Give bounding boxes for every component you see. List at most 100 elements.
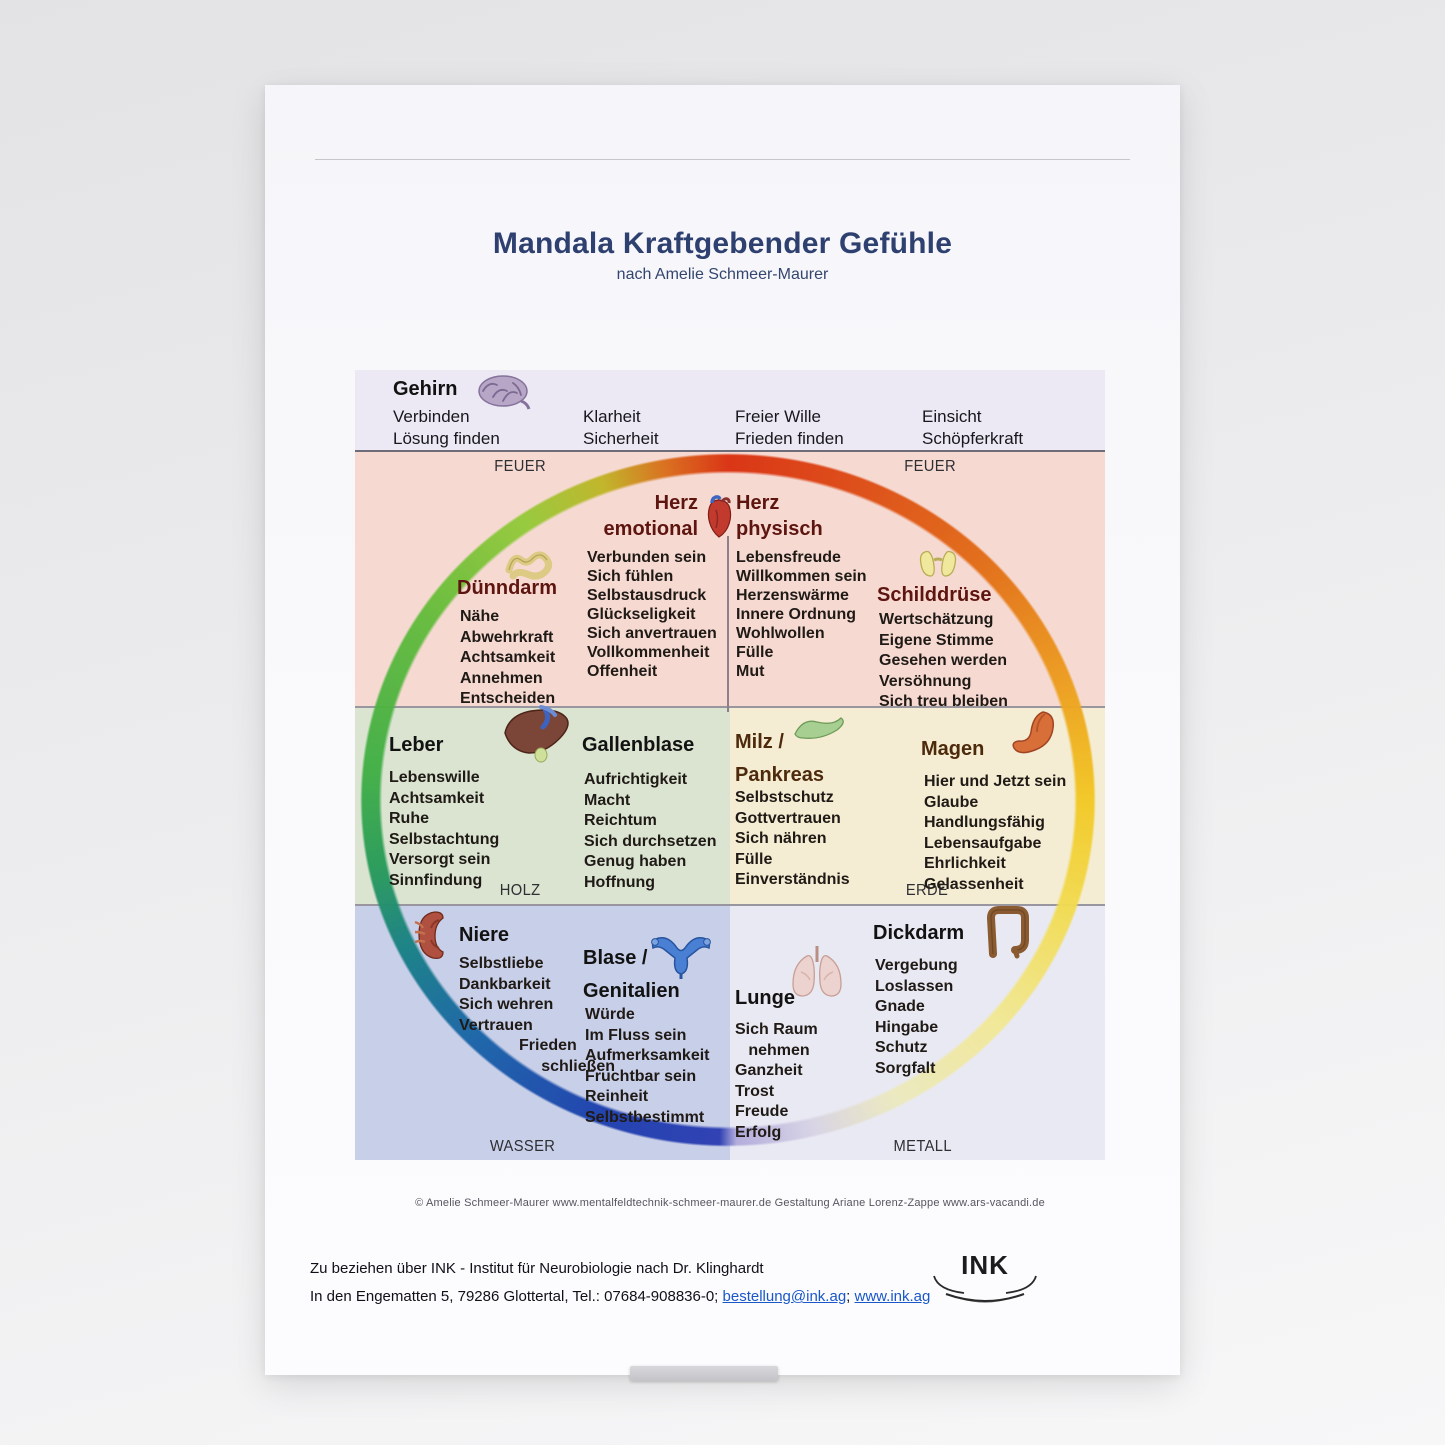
list-item: Gelassenheit [924,875,1024,893]
section-title-blase-genitalien: Blase / Genitalien [583,947,680,1002]
ink-logo-text: INK [961,1250,1009,1280]
section-title-dickdarm: Dickdarm [873,922,965,944]
schilddruese-list: Wertschätzung Eigene Stimme Gesehen werden… [879,610,1008,713]
list-item: Verbunden sein [587,549,707,566]
list-item: Lebensfreude [736,549,841,566]
footer-line2-prefix: In den Engematten 5, 79286 Glottertal, T… [310,1288,723,1305]
footer-line2: In den Engematten 5, 79286 Glottertal, T… [310,1283,950,1311]
pancreas-icon [791,710,849,744]
list-item: Fruchtbar sein [585,1067,697,1085]
list-item: Trost [735,1082,775,1100]
footer-separator: ; [846,1288,855,1305]
section-title-schilddruese: Schilddrüse [877,584,992,606]
list-item: Vergebung [875,957,958,974]
list-item: Glaube [924,793,979,811]
list-item: Handlungsfähig [924,814,1045,831]
herz-column-divider [727,536,729,712]
brain-icon [477,373,533,411]
element-label-holz: HOLZ [499,882,541,899]
list-item: Erfolg [735,1123,782,1141]
colon-icon [981,902,1029,960]
element-label-metall: METALL [893,1138,952,1155]
list-item: Sich treu bleiben [879,693,1008,710]
list-item: Selbstausdruck [587,587,707,604]
section-title-lunge: Lunge [735,987,795,1009]
heart-icon [702,494,736,540]
section-title-herz-physisch: Herz physisch [736,492,823,540]
list-item: Vertrauen [459,1016,533,1034]
section-title-magen: Magen [921,738,985,760]
copyright-line: © Amelie Schmeer-Maurer www.mentalfeldte… [415,1197,1045,1209]
list-item: Selbstachtung [389,830,500,848]
list-item: Hoffnung [584,873,656,891]
gehirn-feelings-col2: Klarheit Sicherheit [583,407,659,448]
list-item: Sich wehren [459,996,554,1013]
liver-icon [501,703,575,763]
thyroid-icon [917,548,959,580]
list-item: Wohlwollen [736,625,825,642]
footer-line1: Zu beziehen über INK - Institut für Neur… [310,1260,764,1277]
gehirn-band [355,370,1105,452]
list-item: Selbstschutz [735,789,834,806]
section-title-milz-pankreas: Milz / Pankreas [735,731,824,786]
list-item: Schutz [875,1039,928,1056]
email-link[interactable]: bestellung@ink.ag [722,1288,847,1305]
list-item: Gottvertrauen [735,809,841,827]
list-item: Frieden schließen [519,1037,616,1075]
mandala-chart: Gehirn Verbinden Lösung finden Klarheit … [355,370,1105,1160]
element-label-erde: ERDE [905,882,949,899]
gallenblase-list: Aufrichtigkeit Macht Reichtum Sich durchset… [584,770,716,893]
list-item: Abwehrkraft [460,628,554,646]
lunge-list: Sich Raum nehmen Ganzheit Trost Freude Erfol… [735,1020,818,1143]
list-item: Im Fluss sein [585,1026,687,1044]
element-label-feuer-left: FEUER [494,458,546,475]
list-item: Eigene Stimme [879,631,994,649]
list-item: Gnade [875,998,925,1015]
page-title: Mandala Kraftgebender Gefühle [492,227,953,260]
dickdarm-list: Vergebung Loslassen Gnade Hingabe Schutz Sorg… [875,956,958,1079]
ripple-icon [930,1274,1040,1304]
list-item: Sinnfindung [389,871,483,889]
list-item: Vollkommenheit [587,644,710,661]
herz-emotional-list: Verbunden sein Sich fühlen Selbstausdruck G… [587,548,717,681]
stomach-icon [1003,706,1061,764]
ink-logo: INK [925,1250,1045,1310]
list-item: Einverständnis [735,871,850,888]
list-item: Reichtum [584,812,657,829]
list-item: Ehrlichkeit [924,855,1006,872]
list-item: Lebensaufgabe [924,834,1042,852]
list-item: Innere Ordnung [736,606,856,623]
gehirn-feelings-col1: Verbinden Lösung finden [393,407,500,448]
list-item: Glückseligkeit [587,606,696,623]
list-item: Genug haben [584,853,687,870]
lungs-icon [785,942,849,1004]
list-item: Willkommen sein [736,568,867,585]
list-item: Sich Raum nehmen [735,1021,818,1059]
list-item: Hier und Jetzt sein [924,773,1067,790]
list-item: Achtsamkeit [460,649,556,666]
list-item: Versorgt sein [389,851,491,868]
element-label-feuer-right: FEUER [904,458,956,475]
uterus-icon [649,930,713,982]
list-item: Ganzheit [735,1062,803,1079]
list-item: Versöhnung [879,672,972,690]
section-title-duenndarm: Dünndarm [457,577,557,599]
small-intestine-icon [503,546,555,584]
section-title-niere: Niere [459,924,510,946]
list-item: Nähe [460,608,500,625]
list-item: Ruhe [389,810,429,827]
list-item: Würde [585,1006,635,1023]
list-item: Fülle [736,644,774,661]
list-item: Sich fühlen [587,568,674,585]
magen-list: Hier und Jetzt sein Glaube Handlungsfähig L… [924,772,1066,895]
section-title-leber: Leber [389,734,444,756]
list-item: Annehmen [460,669,543,687]
page-subtitle: nach Amelie Schmeer-Maurer [616,266,829,283]
list-item: Achtsamkeit [389,789,485,807]
list-item: Sorgfalt [875,1059,936,1077]
gehirn-feelings-col3: Freier Wille Frieden finden [735,407,844,448]
list-item: Sich durchsetzen [584,832,717,850]
list-item: Dankbarkeit [459,975,551,993]
website-link[interactable]: www.ink.ag [854,1288,931,1305]
